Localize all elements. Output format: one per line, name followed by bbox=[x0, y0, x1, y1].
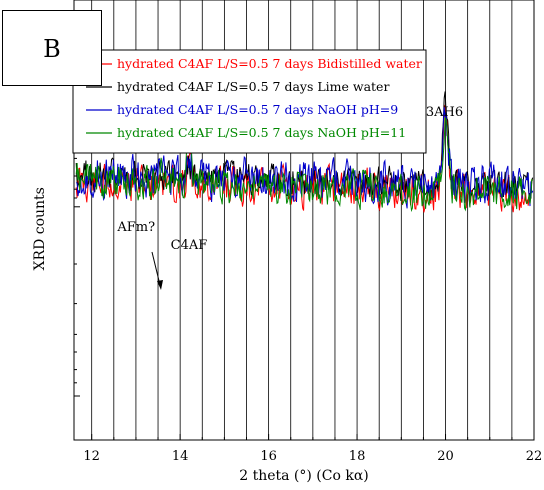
x-axis-label: 2 theta (°) (Co kα) bbox=[239, 468, 369, 484]
x-tick-label: 14 bbox=[172, 449, 189, 464]
legend-label: hydrated C4AF L/S=0.5 7 days NaOH pH=11 bbox=[117, 125, 406, 140]
plot-frame bbox=[73, 0, 535, 441]
x-tick-label: 16 bbox=[260, 449, 277, 464]
legend-label: hydrated C4AF L/S=0.5 7 days NaOH pH=9 bbox=[117, 102, 398, 117]
series-layer bbox=[75, 91, 534, 213]
series-line bbox=[75, 117, 534, 213]
panel-label: B bbox=[43, 35, 61, 63]
panel-label-box: B bbox=[2, 10, 102, 86]
afm-arrow-head bbox=[157, 280, 163, 290]
c4af-annotation: C4AF bbox=[171, 238, 208, 253]
x-tick-label: 22 bbox=[526, 449, 543, 464]
tick-layer: 12 14 16 18 20 22 bbox=[74, 43, 543, 464]
legend: hydrated C4AF L/S=0.5 7 days Bidistilled… bbox=[72, 49, 427, 154]
afm-arrow bbox=[151, 251, 161, 286]
afm-annotation: AFm? bbox=[116, 220, 155, 235]
annotation-layer: C3AH6 AFm? C4AF bbox=[116, 105, 463, 290]
y-axis-label: XRD counts bbox=[32, 187, 48, 270]
x-tick-label: 18 bbox=[349, 449, 366, 464]
x-tick-label: 20 bbox=[437, 449, 454, 464]
legend-box bbox=[72, 49, 427, 154]
legend-label: hydrated C4AF L/S=0.5 7 days Lime water bbox=[117, 79, 389, 94]
c3ah6-annotation: C3AH6 bbox=[416, 105, 463, 120]
x-tick-label: 12 bbox=[83, 449, 100, 464]
legend-label: hydrated C4AF L/S=0.5 7 days Bidistilled… bbox=[117, 56, 422, 71]
